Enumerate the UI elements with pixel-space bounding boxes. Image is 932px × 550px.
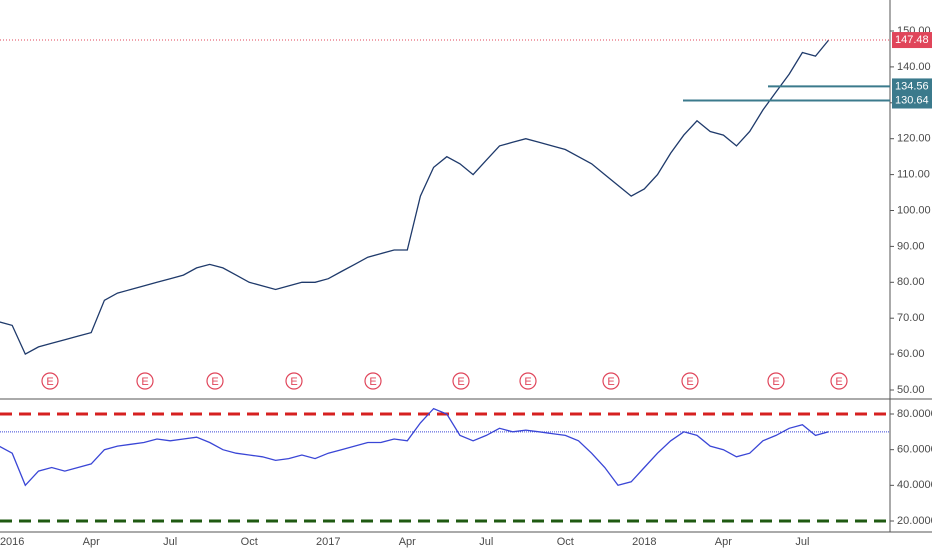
price-tag-label: 130.64	[895, 94, 929, 106]
earnings-label: E	[835, 376, 842, 388]
earnings-marker	[41, 372, 59, 390]
x-tick-label: Apr	[715, 536, 732, 548]
earnings-label: E	[772, 376, 779, 388]
earnings-marker	[767, 372, 785, 390]
earnings-marker	[452, 372, 470, 390]
price-tag	[892, 92, 932, 109]
price-tag-label: 147.48	[895, 34, 929, 46]
x-tick-label: 2016	[0, 536, 24, 548]
earnings-label: E	[211, 376, 218, 388]
earnings-label: E	[607, 376, 614, 388]
x-tick-label: Oct	[557, 536, 574, 548]
x-tick-label: Oct	[241, 536, 258, 548]
price-tag	[892, 78, 932, 95]
y-tick-label: 80.0000	[897, 408, 932, 420]
earnings-marker	[681, 372, 699, 390]
earnings-label: E	[686, 376, 693, 388]
series-line	[0, 407, 829, 487]
x-tick-label: Jul	[795, 536, 809, 548]
x-tick-label: Apr	[399, 536, 416, 548]
x-tick-label: Jul	[163, 536, 177, 548]
y-tick-label: 100.00	[897, 204, 931, 216]
y-tick-label: 20.0000	[897, 515, 932, 527]
y-tick-label: 60.00	[897, 348, 925, 360]
x-tick-label: Jul	[479, 536, 493, 548]
earnings-label: E	[46, 376, 53, 388]
earnings-label: E	[290, 376, 297, 388]
y-tick-label: 110.00	[897, 169, 930, 181]
earnings-marker	[285, 372, 303, 390]
earnings-marker	[136, 372, 154, 390]
price-tag	[892, 32, 932, 49]
x-tick-label: 2017	[316, 536, 340, 548]
earnings-marker	[364, 372, 382, 390]
earnings-marker	[519, 372, 537, 390]
earnings-label: E	[369, 376, 376, 388]
y-tick-label: 60.0000	[897, 444, 932, 456]
earnings-marker	[602, 372, 620, 390]
earnings-marker	[830, 372, 848, 390]
earnings-label: E	[524, 376, 531, 388]
y-tick-label: 120.00	[897, 133, 931, 145]
y-tick-label: 40.0000	[897, 479, 932, 491]
y-tick-label: 90.00	[897, 240, 925, 252]
series-line	[0, 39, 830, 356]
y-tick-label: 80.00	[897, 276, 925, 288]
earnings-label: E	[457, 376, 464, 388]
y-tick-label: 140.00	[897, 61, 931, 73]
price-tag-label: 134.56	[895, 80, 929, 92]
earnings-label: E	[141, 376, 148, 388]
y-tick-label: 50.00	[897, 384, 925, 396]
y-tick-label: 70.00	[897, 312, 925, 324]
earnings-marker	[206, 372, 224, 390]
x-tick-label: 2018	[632, 536, 656, 548]
x-tick-label: Apr	[83, 536, 100, 548]
